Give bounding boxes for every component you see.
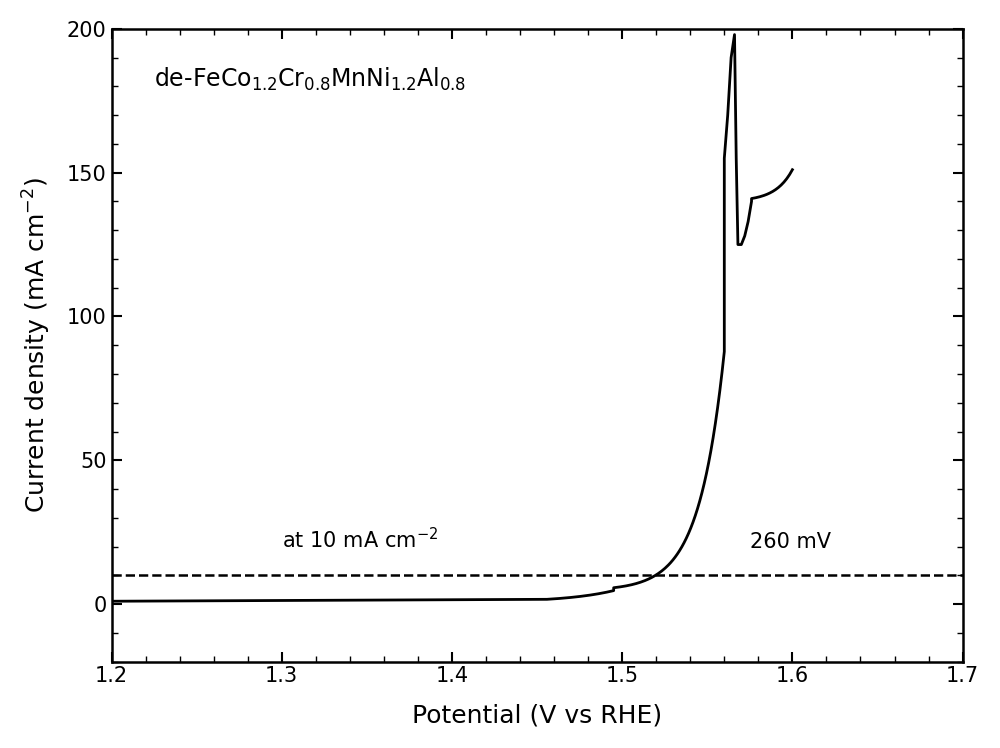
Text: de-FeCo$_{1.2}$Cr$_{0.8}$MnNi$_{1.2}$Al$_{0.8}$: de-FeCo$_{1.2}$Cr$_{0.8}$MnNi$_{1.2}$Al$… [154,67,466,94]
X-axis label: Potential (V vs RHE): Potential (V vs RHE) [412,703,662,727]
Text: at 10 mA cm$^{-2}$: at 10 mA cm$^{-2}$ [282,527,438,552]
Text: 260 mV: 260 mV [750,533,831,552]
Y-axis label: Current density (mA cm$^{-2}$): Current density (mA cm$^{-2}$) [21,177,53,513]
